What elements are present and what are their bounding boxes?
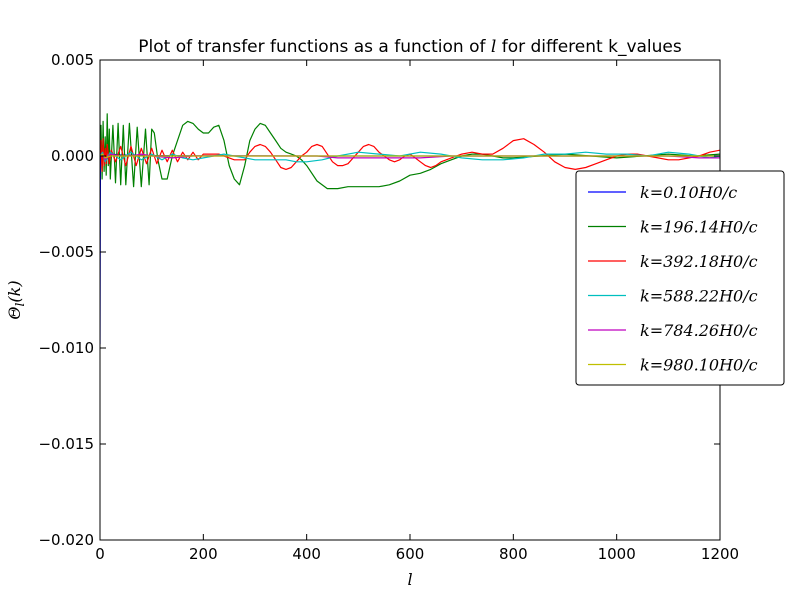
series-line-4	[100, 151, 720, 163]
y-axis-label-subscript: l	[13, 302, 27, 306]
legend-label-6: k=980.10H0/c	[640, 356, 758, 375]
y-tick-label: 0.000	[51, 147, 94, 165]
x-tick-label: 800	[499, 545, 528, 563]
x-tick-label: 400	[292, 545, 321, 563]
legend-label-2: k=196.14H0/c	[640, 218, 758, 237]
y-tick-label: 0.005	[51, 51, 94, 69]
x-tick-label: 1000	[598, 545, 636, 563]
x-tick-label: 600	[396, 545, 425, 563]
y-tick-label: −0.005	[38, 243, 94, 261]
legend: k=0.10H0/c k=196.14H0/c k=392.18H0/c k=588.…	[575, 170, 785, 386]
y-axis-label-arg: (k)	[5, 280, 24, 302]
legend-label-4: k=588.22H0/c	[640, 287, 758, 306]
series-line-2	[100, 113, 720, 190]
legend-label-5: k=784.26H0/c	[640, 321, 758, 340]
legend-label-3: k=392.18H0/c	[640, 252, 758, 271]
series-line-6	[100, 153, 720, 159]
chart-title-lead: Plot of transfer functions as a function…	[138, 37, 491, 57]
chart-title: Plot of transfer functions as a function…	[138, 37, 682, 57]
legend-label-1: k=0.10H0/c	[640, 183, 737, 202]
y-axis-label-theta: Θ	[5, 306, 24, 319]
x-axis-label: l	[407, 570, 412, 589]
y-tick-label: −0.015	[38, 435, 94, 453]
chart-title-symbol: l	[491, 37, 496, 57]
y-tick-label: −0.010	[38, 339, 94, 357]
x-tick-label: 200	[189, 545, 218, 563]
axis-ticks: 0 200 400 600 800 1000 1200 0.005 0.000 −0.005 −0.…	[38, 51, 739, 563]
y-tick-label: −0.020	[38, 531, 94, 549]
legend-box	[575, 170, 785, 386]
x-tick-label: 0	[95, 545, 105, 563]
y-axis-label: Θl(k)	[5, 280, 27, 319]
series-layer	[100, 113, 720, 345]
chart-title-tail: for different k_values	[502, 37, 682, 57]
x-tick-label: 1200	[701, 545, 739, 563]
